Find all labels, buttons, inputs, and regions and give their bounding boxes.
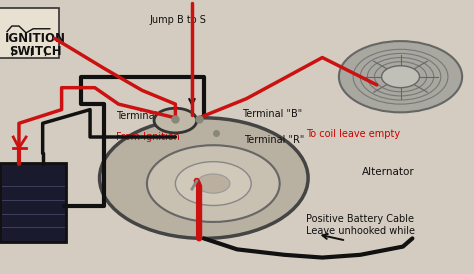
Text: SWITCH: SWITCH: [9, 45, 62, 58]
Text: Terminal "R": Terminal "R": [244, 135, 304, 145]
FancyBboxPatch shape: [0, 163, 66, 242]
Text: To coil leave empty: To coil leave empty: [306, 129, 400, 139]
Text: Jump B to S: Jump B to S: [149, 15, 206, 25]
Circle shape: [382, 66, 419, 88]
Text: From Ignition: From Ignition: [116, 132, 180, 141]
Circle shape: [147, 145, 280, 222]
Circle shape: [175, 162, 251, 206]
Text: IGNITION: IGNITION: [5, 32, 66, 45]
Text: Terminal "S": Terminal "S": [116, 111, 176, 121]
Text: Alternator: Alternator: [362, 167, 415, 177]
Text: Leave unhooked while: Leave unhooked while: [306, 226, 415, 236]
Circle shape: [100, 118, 308, 238]
FancyBboxPatch shape: [0, 8, 59, 58]
Circle shape: [197, 174, 230, 193]
Text: Positive Battery Cable: Positive Battery Cable: [306, 214, 414, 224]
Circle shape: [339, 41, 462, 112]
Circle shape: [154, 108, 197, 133]
Text: Terminal "B": Terminal "B": [242, 109, 302, 119]
